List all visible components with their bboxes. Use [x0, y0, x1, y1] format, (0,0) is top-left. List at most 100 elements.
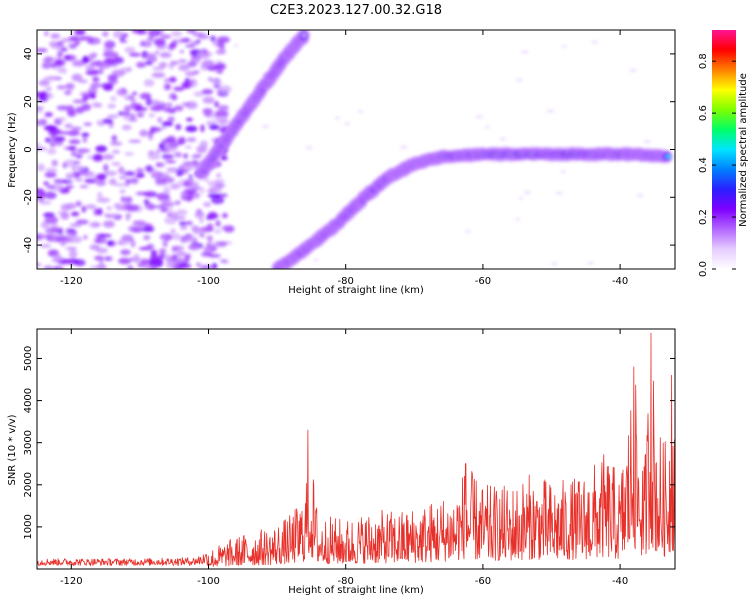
heatmap-noise-cell	[157, 117, 163, 123]
heatmap-noise-cell	[65, 246, 78, 251]
heatmap-noise-cell	[65, 185, 74, 189]
heatmap-noise-cell	[67, 232, 73, 237]
heatmap-noise-cell	[128, 52, 141, 57]
heatmap-noise-cell	[125, 178, 132, 185]
heatmap-noise-cell	[199, 140, 209, 149]
heatmap-noise-cell	[116, 88, 128, 97]
heatmap-noise-cell	[45, 167, 58, 174]
heatmap-noise-cell	[101, 237, 107, 244]
heatmap-noise-cell	[218, 118, 230, 125]
heatmap-noise-cell	[136, 62, 146, 68]
heatmap-noise-cell	[44, 112, 53, 118]
heatmap-noise-cell	[96, 197, 111, 203]
heatmap-noise-cell	[200, 187, 205, 194]
heatmap-noise-cell	[170, 228, 176, 234]
heatmap-noise-cell	[166, 212, 172, 217]
heatmap-noise-cell	[43, 265, 53, 269]
heatmap-noise-cell	[123, 112, 129, 121]
heatmap-noise-cell	[521, 50, 529, 54]
heatmap-noise-cell	[218, 105, 229, 111]
heatmap-noise-cell	[188, 244, 200, 251]
heatmap-noise-cell	[138, 92, 150, 100]
colorbar-ticks: 0.0 0.2 0.4 0.6 0.8	[698, 53, 736, 277]
heatmap-noise-cell	[106, 240, 114, 247]
heatmap-noise-cell	[178, 221, 188, 226]
heatmap-noise-cell	[89, 244, 100, 250]
heatmap-noise-cell	[109, 51, 119, 58]
heatmap-noise-cell	[89, 62, 99, 67]
heatmap-noise-cell	[215, 110, 226, 117]
heatmap-noise-cell	[39, 244, 52, 248]
heatmap-noise-cell	[151, 72, 166, 78]
heatmap-noise-cell	[75, 165, 84, 170]
heatmap-noise-cell	[80, 171, 95, 177]
heatmap-noise-cell	[46, 184, 55, 190]
heatmap-noise-cell	[125, 204, 140, 212]
heatmap-noise-cell	[172, 233, 181, 241]
colorbar-tick-label: 0.8	[698, 53, 709, 69]
heatmap-noise-cell	[37, 262, 42, 268]
heatmap-noise-cell	[196, 208, 202, 213]
heatmap-noise-cell	[120, 196, 126, 203]
heatmap-noise-cell	[69, 236, 83, 244]
figure-title: C2E3.2023.127.00.32.G18	[270, 3, 442, 18]
snr-x-axis: -120 -100 -80 -60 -40	[60, 329, 628, 587]
heatmap-noise-cell	[173, 105, 184, 112]
heatmap-noise-cell	[636, 193, 644, 197]
heatmap-noise-cell	[121, 234, 134, 243]
heatmap-noise-cell	[150, 249, 158, 257]
heatmap-noise-cell	[171, 30, 183, 37]
heatmap-noise-cell	[213, 228, 222, 234]
y-tick-label: 0	[23, 146, 34, 152]
heatmap-noise-cell	[212, 262, 218, 269]
heatmap-noise-cell	[192, 153, 203, 158]
heatmap-noise-cell	[152, 66, 165, 71]
heatmap-noise-cell	[202, 108, 214, 114]
heatmap-noise-cell	[37, 191, 47, 198]
heatmap-noise-cell	[523, 191, 531, 195]
heatmap-noise-cell	[207, 77, 213, 82]
heatmap-noise-cell	[199, 217, 204, 224]
heatmap-noise-cell	[161, 200, 168, 205]
heatmap-noise-cell	[103, 220, 115, 228]
heatmap-noise-cell	[44, 191, 57, 200]
heatmap-noise-cell	[109, 141, 123, 146]
heatmap-noise-cell	[215, 70, 224, 74]
heatmap-noise-cell	[218, 85, 232, 93]
heatmap-noise-cell	[132, 91, 137, 96]
heatmap-noise-cell	[82, 137, 88, 143]
heatmap-noise-cell	[215, 220, 221, 227]
heatmap-noise-cell	[140, 227, 155, 232]
heatmap-noise-cell	[68, 139, 81, 145]
heatmap-noise-cell	[551, 262, 558, 266]
heatmap-noise-cell	[184, 145, 193, 149]
heatmap-noise-cell	[516, 78, 523, 82]
heatmap-noise-cell	[89, 265, 104, 269]
y-tick-label: 1000	[23, 514, 34, 539]
heatmap-noise-cell	[60, 212, 70, 220]
heatmap-noise-cell	[225, 260, 230, 264]
heatmap-noise-cell	[214, 100, 220, 108]
heatmap-noise-cell	[166, 167, 180, 173]
heatmap-noise-cell	[81, 132, 90, 138]
heatmap-noise-cell	[158, 62, 168, 68]
heatmap-noise-cell	[186, 30, 197, 34]
y-tick-label: 5000	[23, 346, 34, 371]
heatmap-noise-cell	[555, 191, 563, 195]
heatmap-noise-cell	[177, 59, 187, 63]
heatmap-noise-cell	[64, 159, 77, 167]
heatmap-noise-cell	[53, 58, 66, 67]
heatmap-noise-cell	[155, 162, 166, 168]
heatmap-noise-cell	[313, 258, 319, 262]
heatmap-noise-cell	[46, 236, 53, 240]
heatmap-noise-cell	[161, 176, 175, 184]
heatmap-noise-cell	[176, 209, 188, 216]
heatmap-noise-cell	[113, 183, 127, 187]
heatmap-noise-cell	[203, 201, 212, 207]
heatmap-noise-cell	[159, 207, 168, 213]
heatmap-noise-cell	[145, 98, 153, 106]
heatmap-noise-cell	[65, 172, 74, 180]
heatmap-noise-cell	[37, 234, 43, 241]
snr-background	[37, 329, 675, 569]
heatmap-noise-cell	[166, 135, 177, 144]
